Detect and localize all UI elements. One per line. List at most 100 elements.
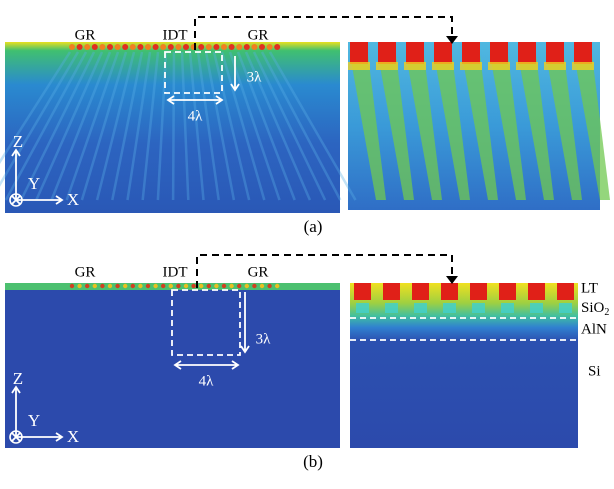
guided-lobe [443,303,456,313]
y-label: Y [28,174,40,193]
surface-spot [221,44,227,50]
streak [220,51,266,201]
surface-spot [236,44,243,50]
surface-spot [221,283,227,289]
surface-peak-edge [572,62,594,70]
surface-spot [76,44,83,50]
surface-spot [183,44,189,50]
surface-spot [137,44,144,50]
surface-peak [490,42,508,64]
surface-spot [145,44,151,50]
streak [141,51,160,201]
surface-peak [462,42,480,64]
surface-spot [145,283,151,289]
surface-spot [266,44,273,50]
surface-spot [153,283,158,289]
surface-spot [213,44,220,50]
wave-lobe [518,55,554,200]
surface-spot [191,283,196,289]
arrowhead [446,36,458,44]
surface-spot [69,44,75,50]
streak [268,51,357,201]
connector [196,254,453,288]
surface-peak-edge [348,62,370,70]
streak [204,51,236,201]
y-axis-symbol [11,432,21,442]
wave-lobe [462,55,498,200]
surface-peak [470,283,487,300]
streak [0,51,72,164]
streak [95,51,136,201]
surface-peak [354,283,371,300]
surface-spot [167,44,174,50]
surface-spot [259,283,265,289]
z-label: Z [13,132,23,151]
streak [260,51,342,201]
panel-label: (b) [303,452,323,471]
surface-spot [69,283,75,289]
wave-lobe [434,55,470,200]
streak [111,51,144,201]
axes [11,385,64,442]
y-axis-symbol [9,193,23,207]
surface-spot [251,44,258,50]
surface-spot [115,283,120,289]
depth-label: 3λ [256,331,272,347]
surface-spot [91,44,98,50]
arrowhead [446,276,458,284]
field-plots [0,42,610,448]
surface-spot [130,283,135,289]
surface-peak [518,42,536,64]
streak [19,51,96,201]
streak [244,51,312,201]
width-arrow [166,95,224,105]
zoom-box [164,51,223,94]
zoom-plot-b [350,283,578,448]
streak [126,51,152,201]
surface-spot [85,283,90,289]
surface-peak [383,283,400,300]
surface-peak-edge [544,62,566,70]
streak [171,51,176,201]
idt-label: IDT [163,27,188,43]
surface-peak [406,42,424,64]
y-axis-symbol [9,430,23,444]
axes [11,148,64,205]
guided-lobe [385,303,398,313]
gr-label: GR [75,27,96,43]
surface-spot [138,283,143,289]
streak [0,51,80,187]
guided-lobe [530,303,543,313]
layer-label: SiO2 [581,300,609,318]
surface-spot [161,283,166,289]
surface-spot [77,283,82,289]
streak [196,51,220,201]
wave-lobe [350,55,386,200]
surface-spot [123,283,128,289]
surface-spot [176,283,181,289]
surface-spot [205,44,212,50]
surface-spot [160,44,167,50]
surface-spot [100,283,105,289]
width-arrow [173,360,240,370]
surface-peak-edge [488,62,510,70]
surface-peak [378,42,396,64]
layer-label: LT [581,280,598,296]
streak [4,51,88,201]
field-plot-b [5,283,340,448]
surface-spot [198,44,205,50]
surface-spot [122,44,129,50]
layer-name: SiO [581,300,605,316]
surface-spot [114,44,121,50]
guided-lobe [501,303,514,313]
surface-peak-edge [432,62,454,70]
idt-label: IDT [163,264,188,280]
x-label: X [67,427,79,446]
gr-label: GR [248,264,269,280]
surface-spot [252,283,257,289]
width-label: 4λ [199,373,215,389]
wave-lobe [490,55,526,200]
surface-spot [267,283,272,289]
wave-lobe [406,55,442,200]
field-plot-a [5,42,340,213]
